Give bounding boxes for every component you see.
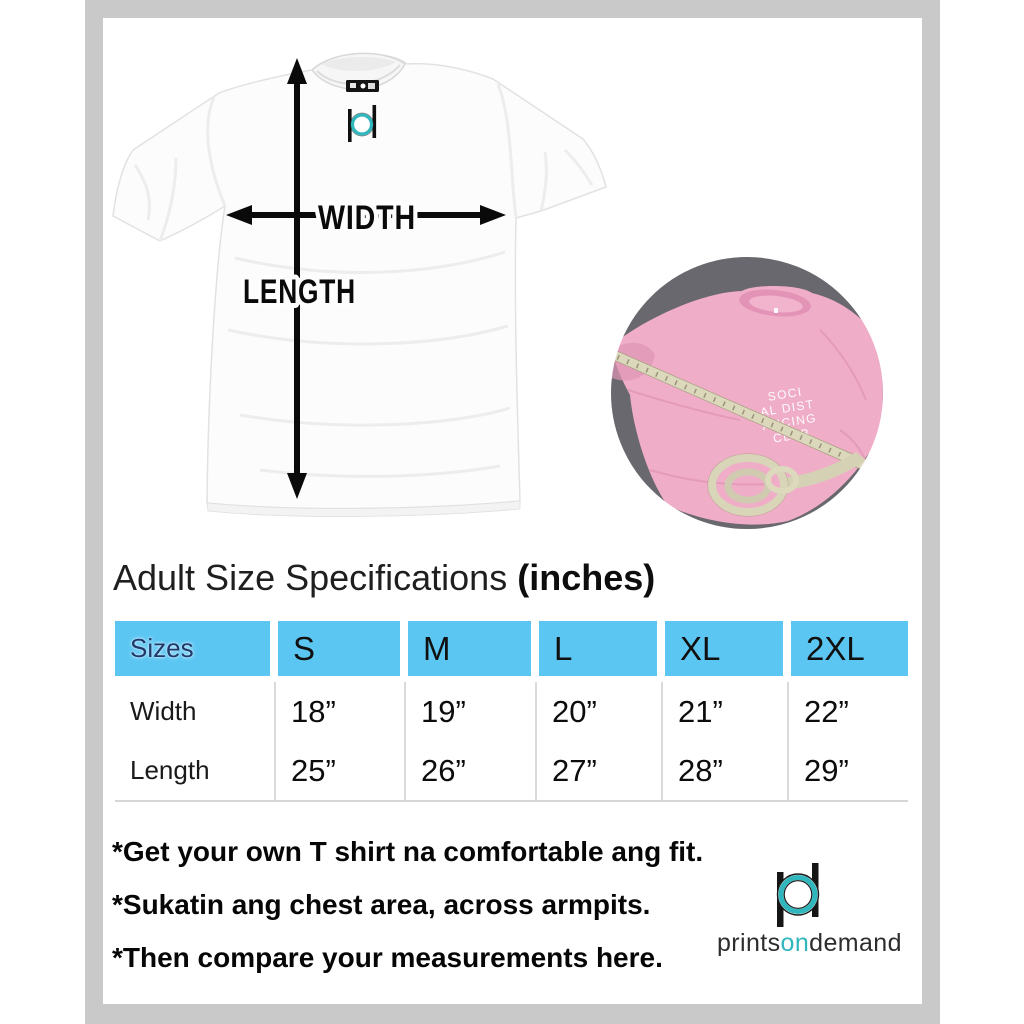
size-table: Sizes S M L XL 2XL Width 18” 19” 20” 21”…: [115, 621, 908, 802]
note-line: *Get your own T shirt na comfortable ang…: [112, 836, 704, 867]
table-row-width: Width 18” 19” 20” 21” 22”: [115, 682, 908, 741]
cell-value: 29”: [787, 741, 908, 800]
header-cell-l: L: [539, 621, 657, 676]
page-title-text: Adult Size Specifications: [113, 557, 518, 598]
header-cell-2xl: 2XL: [791, 621, 908, 676]
page-title-unit: (inches): [517, 557, 656, 598]
footnotes: *Get your own T shirt na comfortable ang…: [112, 838, 703, 972]
table-body: Width 18” 19” 20” 21” 22” Length 25” 26”…: [115, 682, 908, 802]
cell-value: 25”: [274, 741, 404, 800]
table-header-row: Sizes S M L XL 2XL: [115, 621, 908, 676]
cell-value: 27”: [535, 741, 661, 800]
cell-value: 21”: [661, 682, 787, 741]
cell-value: 22”: [787, 682, 908, 741]
table-row-length: Length 25” 26” 27” 28” 29”: [115, 741, 908, 800]
cell-value: 19”: [404, 682, 535, 741]
row-label: Width: [130, 696, 197, 726]
cell-value: 18”: [274, 682, 404, 741]
header-cell-s: S: [278, 621, 400, 676]
cell-value: 26”: [404, 741, 535, 800]
header-cell-xl: XL: [665, 621, 783, 676]
row-label: Length: [130, 755, 210, 785]
cell-value: 20”: [535, 682, 661, 741]
page-title: Adult Size Specifications (inches): [113, 556, 655, 600]
header-cell-sizes: Sizes: [115, 621, 270, 676]
note-line: *Then compare your measurements here.: [112, 942, 663, 973]
note-line: *Sukatin ang chest area, across armpits.: [112, 889, 651, 920]
cell-value: 28”: [661, 741, 787, 800]
header-cell-m: M: [408, 621, 531, 676]
